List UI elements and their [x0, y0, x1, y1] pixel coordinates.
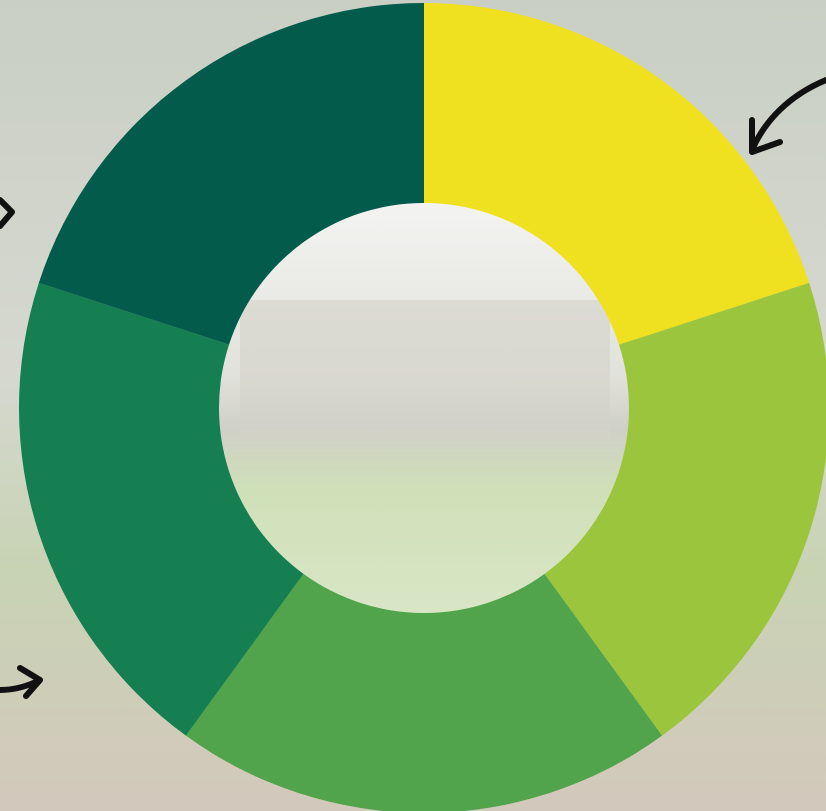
chart	[0, 0, 826, 811]
building	[240, 300, 610, 440]
page: {"chart_data": {"type": "pie", "values":…	[0, 0, 826, 811]
